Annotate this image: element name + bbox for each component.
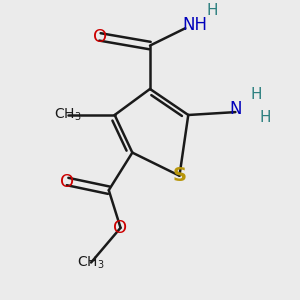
Text: O: O [61, 172, 75, 190]
Text: H: H [206, 3, 218, 18]
Text: CH$_3$: CH$_3$ [54, 107, 81, 123]
Text: NH: NH [182, 16, 207, 34]
Text: H: H [259, 110, 271, 125]
Text: O: O [93, 28, 107, 46]
Text: S: S [172, 166, 186, 185]
Text: N: N [229, 100, 242, 118]
Text: H: H [250, 87, 262, 102]
Text: CH$_3$: CH$_3$ [77, 254, 105, 271]
Text: O: O [113, 219, 128, 237]
